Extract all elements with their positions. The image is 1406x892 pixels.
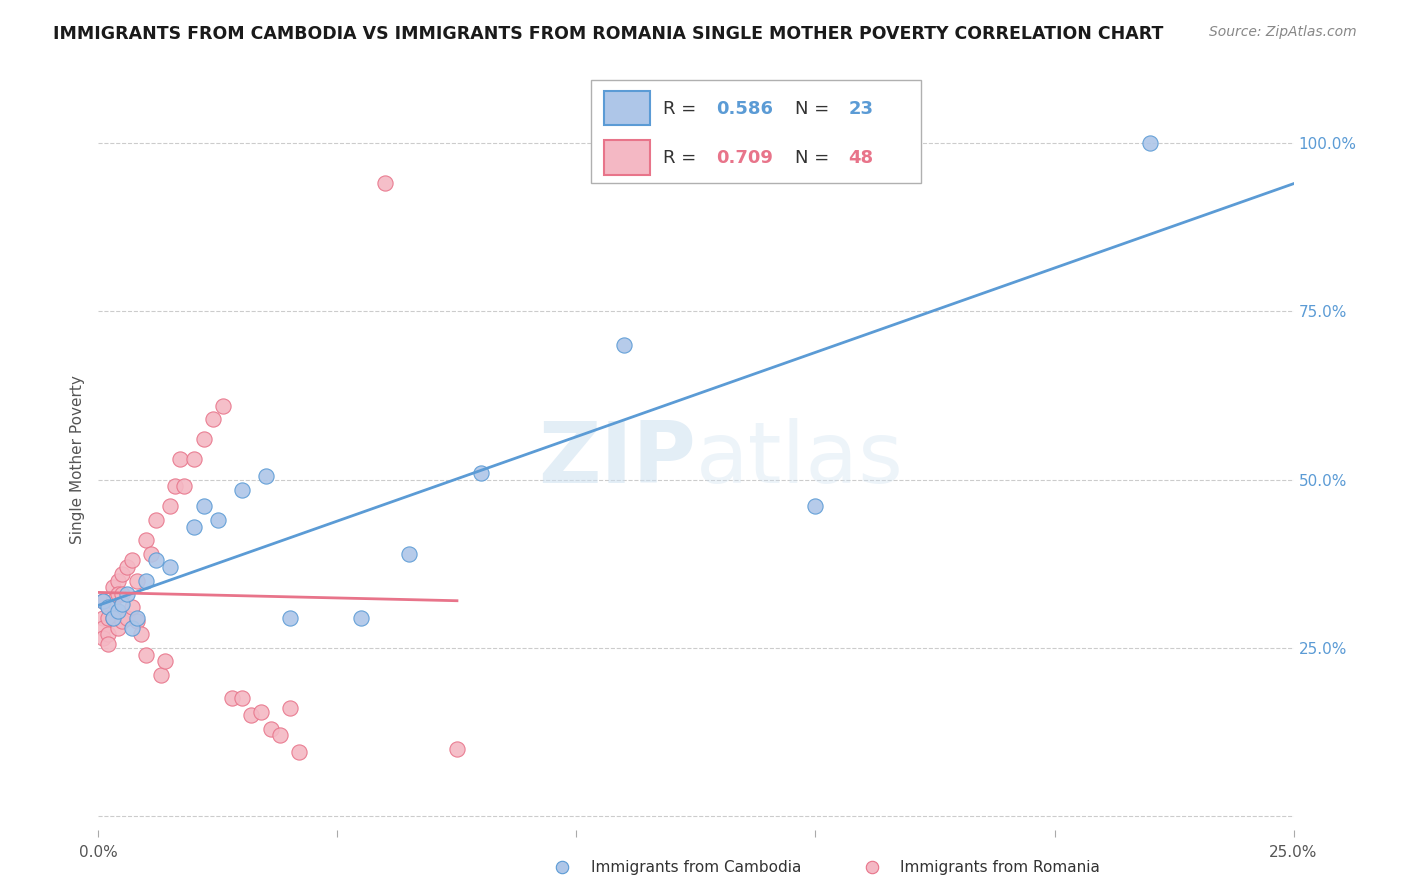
Point: [125, 614, 148, 628]
Point: [111, 614, 134, 628]
Text: R =: R =: [664, 100, 702, 118]
Text: IMMIGRANTS FROM CAMBODIA VS IMMIGRANTS FROM ROMANIA SINGLE MOTHER POVERTY CORREL: IMMIGRANTS FROM CAMBODIA VS IMMIGRANTS F…: [53, 25, 1164, 43]
Point: [115, 560, 138, 574]
Point: [446, 741, 468, 756]
Text: atlas: atlas: [696, 417, 904, 501]
Bar: [603, 91, 650, 126]
Point: [97, 600, 120, 615]
Point: [254, 469, 277, 483]
Point: [804, 500, 827, 514]
Point: [121, 600, 143, 615]
Point: [125, 574, 148, 588]
Point: [288, 745, 311, 759]
Point: [111, 566, 134, 581]
Text: R =: R =: [664, 149, 702, 167]
Point: [860, 860, 883, 874]
Point: [91, 631, 114, 645]
Point: [231, 483, 253, 497]
Bar: [603, 140, 650, 175]
Point: [159, 500, 181, 514]
Point: [278, 610, 301, 624]
Point: [169, 452, 191, 467]
Point: [107, 604, 129, 618]
Point: [101, 580, 124, 594]
Text: 48: 48: [848, 149, 873, 167]
Point: [145, 553, 167, 567]
Text: 0.586: 0.586: [716, 100, 773, 118]
Point: [183, 452, 205, 467]
Point: [231, 691, 253, 706]
Point: [163, 479, 186, 493]
Point: [107, 621, 129, 635]
Text: Immigrants from Romania: Immigrants from Romania: [900, 860, 1099, 874]
Point: [398, 547, 420, 561]
Point: [193, 500, 215, 514]
Point: [115, 587, 138, 601]
Point: [91, 610, 114, 624]
Point: [125, 610, 148, 624]
Point: [173, 479, 195, 493]
Text: ZIP: ZIP: [538, 417, 696, 501]
Point: [278, 701, 301, 715]
Point: [350, 610, 373, 624]
Point: [259, 722, 281, 736]
Point: [470, 466, 492, 480]
Point: [97, 600, 120, 615]
Point: [183, 519, 205, 533]
Point: [101, 593, 124, 607]
Point: [193, 432, 215, 446]
Text: 23: 23: [848, 100, 873, 118]
Point: [91, 593, 114, 607]
Point: [97, 627, 120, 641]
Point: [551, 860, 574, 874]
Text: Immigrants from Cambodia: Immigrants from Cambodia: [591, 860, 801, 874]
Point: [97, 637, 120, 651]
Point: [107, 574, 129, 588]
Point: [250, 705, 273, 719]
Point: [97, 610, 120, 624]
Point: [145, 513, 167, 527]
Y-axis label: Single Mother Poverty: Single Mother Poverty: [69, 375, 84, 544]
Point: [131, 627, 153, 641]
Point: [111, 587, 134, 601]
Text: 0.709: 0.709: [716, 149, 773, 167]
Point: [135, 648, 157, 662]
Point: [135, 533, 157, 548]
Point: [135, 574, 157, 588]
Point: [115, 610, 138, 624]
Point: [111, 597, 134, 611]
Point: [149, 667, 172, 681]
Point: [101, 610, 124, 624]
Point: [613, 338, 636, 352]
Point: [1139, 136, 1161, 150]
Point: [155, 654, 177, 668]
Point: [269, 728, 291, 742]
Point: [139, 547, 162, 561]
Point: [221, 691, 243, 706]
Point: [207, 513, 229, 527]
Text: Source: ZipAtlas.com: Source: ZipAtlas.com: [1209, 25, 1357, 39]
Point: [91, 621, 114, 635]
Text: N =: N =: [796, 100, 835, 118]
Point: [91, 593, 114, 607]
Point: [240, 708, 263, 723]
Point: [121, 621, 143, 635]
Point: [159, 560, 181, 574]
Point: [101, 610, 124, 624]
Point: [211, 399, 233, 413]
Point: [202, 412, 225, 426]
Point: [121, 553, 143, 567]
Point: [374, 177, 396, 191]
Point: [107, 587, 129, 601]
Text: N =: N =: [796, 149, 835, 167]
